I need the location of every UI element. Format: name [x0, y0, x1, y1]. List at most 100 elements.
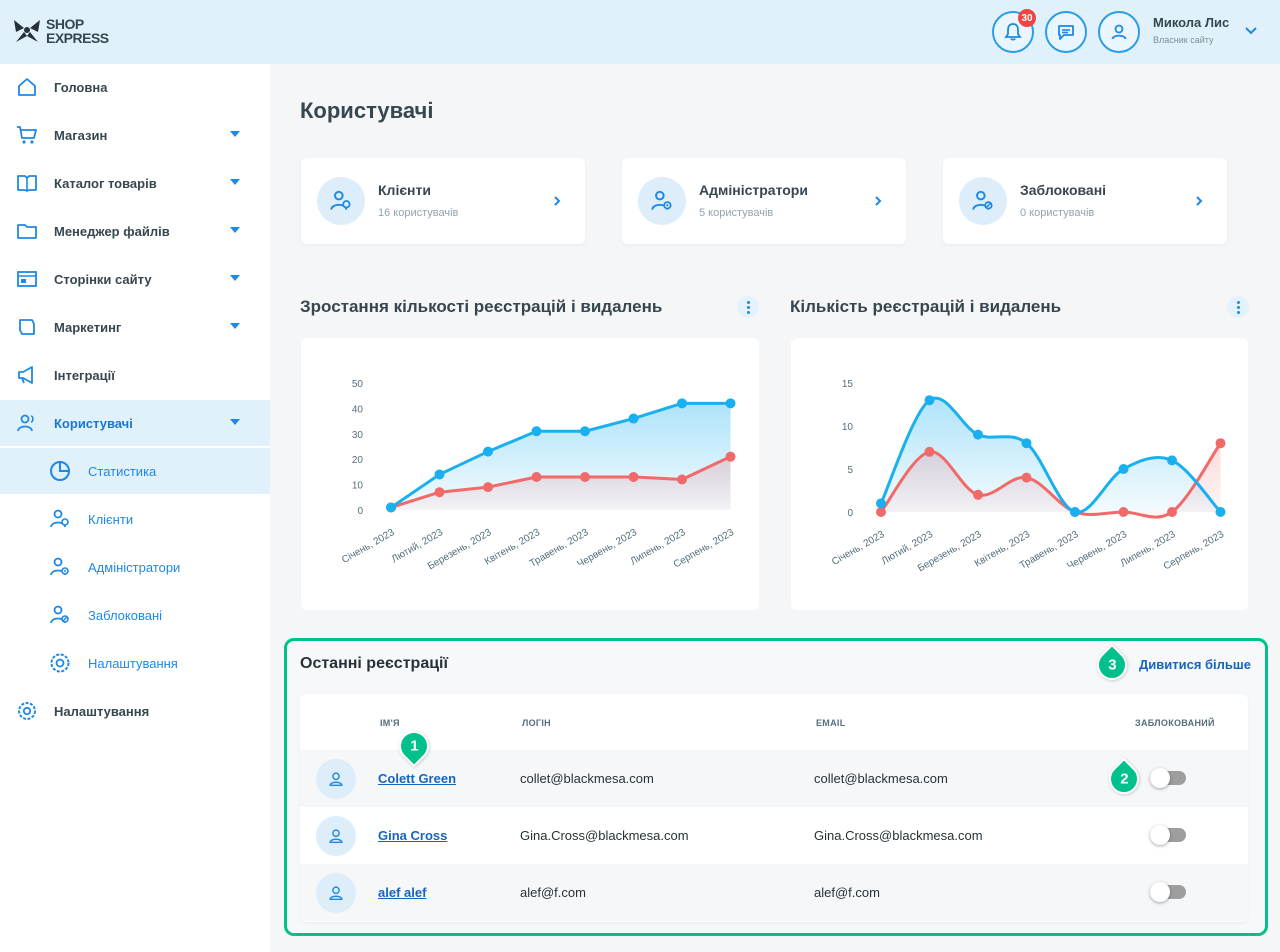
data-point [1021, 472, 1032, 483]
column-header-email: EMAIL [816, 718, 846, 728]
user-name[interactable]: Микола Лис [1153, 15, 1230, 30]
table-row: Colett Green collet@blackmesa.com collet… [300, 750, 1248, 807]
card-title: Заблоковані [1020, 182, 1107, 198]
logo[interactable]: SHOP EXPRESS [12, 16, 109, 46]
series-area [391, 456, 731, 510]
sidebar-subitem-label: Статистика [88, 464, 157, 479]
data-point [434, 469, 445, 480]
sidebar-subitem-clients[interactable]: Клієнти [0, 496, 270, 542]
sidebar-item-catalog[interactable]: Каталог товарів [0, 160, 270, 206]
caret-down-icon [230, 179, 240, 185]
data-point [1215, 507, 1226, 517]
blocked-toggle[interactable] [1150, 768, 1186, 788]
chart1-menu-icon[interactable] [737, 296, 759, 318]
admins-icon [50, 557, 69, 576]
user-icon [1111, 24, 1127, 40]
sidebar-item-users[interactable]: Користувачі [0, 400, 270, 446]
data-point [386, 502, 396, 513]
sidebar-item-label: Користувачі [54, 416, 133, 431]
clients-icon [317, 177, 365, 225]
sidebar-item-label: Маркетинг [54, 320, 122, 335]
toggle-knob [1150, 825, 1170, 845]
data-point [531, 471, 542, 482]
chat-icon [1058, 25, 1074, 40]
see-more-link[interactable]: Дивитися більше [1139, 657, 1251, 672]
data-point [924, 446, 935, 457]
sidebar-item-files[interactable]: Менеджер файлів [0, 208, 270, 254]
data-point [628, 471, 639, 482]
data-point [677, 398, 687, 409]
sidebar-subitem-settings[interactable]: Налаштування [0, 640, 270, 686]
table-row: alef alef alef@f.com alef@f.com [300, 864, 1248, 921]
data-point [924, 395, 935, 406]
sidebar-item-integrations[interactable]: Інтеграції [0, 352, 270, 398]
logo-line-1: SHOP [46, 16, 84, 32]
chart2-card: 0 5 10 15 Січень, 2023 Лютий, 2023 Березень, 2… [791, 338, 1248, 610]
caret-down-icon [230, 227, 240, 233]
sidebar-item-pages[interactable]: Сторінки сайту [0, 256, 270, 302]
sidebar-item-label: Менеджер файлів [54, 224, 170, 239]
data-point [580, 471, 590, 482]
data-point [483, 482, 493, 493]
avatar [316, 816, 356, 856]
data-point [973, 489, 983, 500]
bell-icon [1004, 23, 1022, 41]
user-name-link[interactable]: Gina Cross [378, 828, 448, 843]
gear-icon [18, 702, 36, 720]
card-title: Адміністратори [699, 182, 808, 198]
messages-button[interactable] [1045, 11, 1087, 53]
page-title: Користувачі [300, 98, 434, 123]
series-line [390, 455, 732, 509]
chevron-right-icon [875, 196, 882, 206]
logo-line-2: EXPRESS [46, 30, 109, 46]
card-blocked[interactable]: Заблоковані 0 користувачів [943, 158, 1227, 244]
data-point [531, 426, 542, 437]
user-name-link[interactable]: Colett Green [378, 771, 457, 786]
user-email: collet@blackmesa.com [814, 771, 948, 786]
series-line [390, 401, 731, 509]
sidebar-item-label: Каталог товарів [54, 176, 157, 191]
sidebar-item-label: Налаштування [54, 704, 150, 719]
card-admins[interactable]: Адміністратори 5 користувачів [622, 158, 906, 244]
chevron-down-icon[interactable] [1244, 26, 1258, 36]
column-header-blocked: ЗАБЛОКОВАНИЙ [1135, 718, 1215, 728]
data-point [434, 487, 445, 498]
sidebar-subitem-statistics[interactable]: Статистика [0, 448, 270, 494]
blocked-toggle[interactable] [1150, 882, 1186, 902]
caret-down-icon [230, 323, 240, 329]
profile-button[interactable] [1098, 11, 1140, 53]
logo-mark-icon [14, 20, 40, 42]
x-tick-label: Січень, 2023 [830, 529, 887, 568]
card-clients[interactable]: Клієнти 16 користувачів [301, 158, 585, 244]
user-email: alef@f.com [814, 885, 880, 900]
sidebar-item-label: Сторінки сайту [54, 272, 152, 287]
sidebar-subitem-blocked[interactable]: Заблоковані [0, 592, 270, 638]
card-subtitle: 0 користувачів [1020, 207, 1095, 219]
user-login: collet@blackmesa.com [520, 771, 654, 786]
data-point [725, 451, 736, 462]
sidebar-item-home[interactable]: Головна [0, 64, 270, 110]
sidebar-item-marketing[interactable]: Маркетинг [0, 304, 270, 350]
sidebar-item-settings[interactable]: Налаштування [0, 688, 270, 734]
data-point [1167, 507, 1177, 517]
user-name-link[interactable]: alef alef [378, 885, 427, 900]
sidebar-subitem-admins[interactable]: Адміністратори [0, 544, 270, 590]
notifications-button[interactable]: 30 [992, 9, 1036, 53]
user-icon [329, 886, 343, 901]
blocked-toggle[interactable] [1150, 825, 1186, 845]
chart2-menu-icon[interactable] [1227, 296, 1249, 318]
card-subtitle: 5 користувачів [699, 207, 774, 219]
x-tick-label: Січень, 2023 [340, 527, 397, 566]
sidebar-item-label: Інтеграції [54, 368, 115, 383]
sidebar-item-label: Магазин [54, 128, 108, 143]
sidebar-item-shop[interactable]: Магазин [0, 112, 270, 158]
marketing-icon [19, 319, 35, 335]
data-point [1118, 507, 1129, 517]
y-tick-label: 5 [847, 465, 853, 476]
avatar [316, 759, 356, 799]
card-title: Клієнти [378, 182, 431, 198]
chevron-right-icon [554, 196, 561, 206]
data-point [876, 507, 886, 517]
